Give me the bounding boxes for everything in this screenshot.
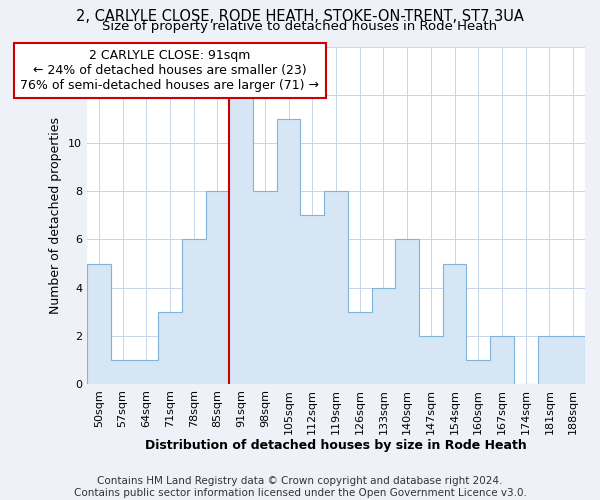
X-axis label: Distribution of detached houses by size in Rode Heath: Distribution of detached houses by size … (145, 440, 527, 452)
Text: 2, CARLYLE CLOSE, RODE HEATH, STOKE-ON-TRENT, ST7 3UA: 2, CARLYLE CLOSE, RODE HEATH, STOKE-ON-T… (76, 9, 524, 24)
Text: Size of property relative to detached houses in Rode Heath: Size of property relative to detached ho… (103, 20, 497, 33)
Text: Contains HM Land Registry data © Crown copyright and database right 2024.
Contai: Contains HM Land Registry data © Crown c… (74, 476, 526, 498)
Y-axis label: Number of detached properties: Number of detached properties (49, 117, 62, 314)
Text: 2 CARLYLE CLOSE: 91sqm
← 24% of detached houses are smaller (23)
76% of semi-det: 2 CARLYLE CLOSE: 91sqm ← 24% of detached… (20, 49, 320, 92)
